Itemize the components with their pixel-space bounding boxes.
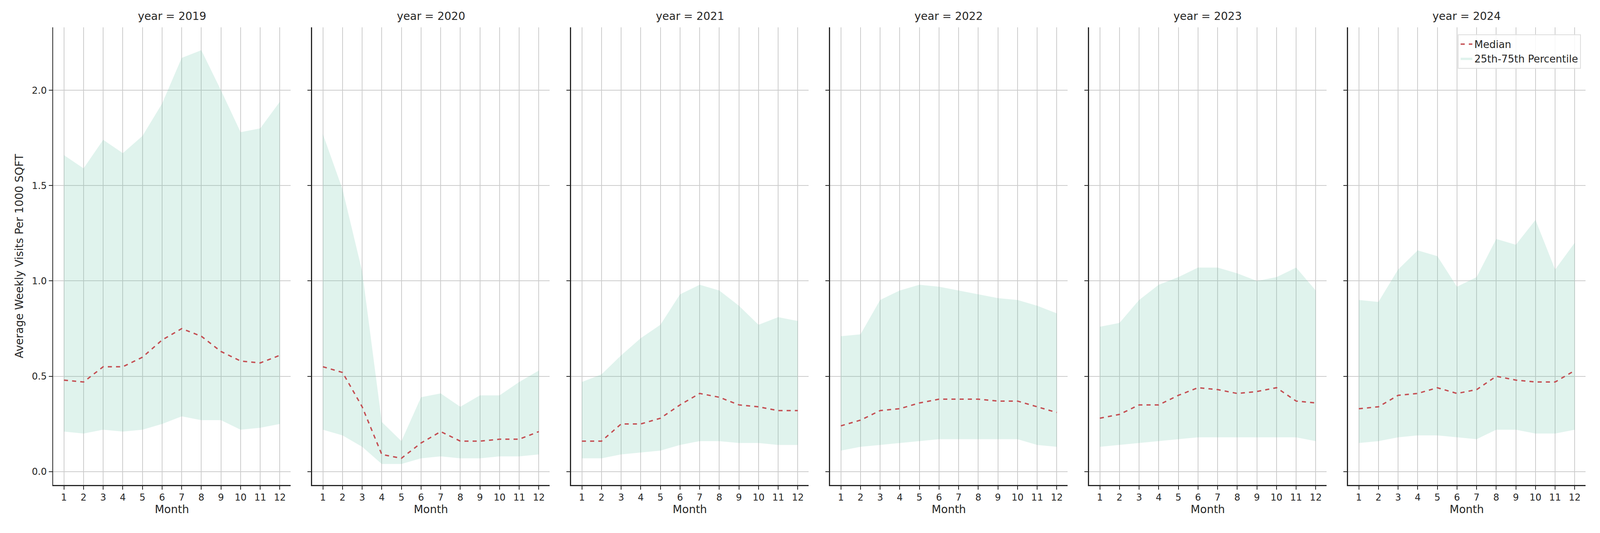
svg-text:2: 2 <box>1116 492 1123 504</box>
svg-text:1: 1 <box>578 492 585 504</box>
svg-text:12: 12 <box>273 492 286 504</box>
svg-text:3: 3 <box>100 492 107 504</box>
svg-text:10: 10 <box>752 492 765 504</box>
svg-text:7: 7 <box>696 492 703 504</box>
svg-text:8: 8 <box>975 492 982 504</box>
svg-text:2: 2 <box>80 492 87 504</box>
svg-text:6: 6 <box>1194 492 1201 504</box>
svg-text:4: 4 <box>1414 492 1421 504</box>
svg-text:5: 5 <box>1175 492 1182 504</box>
svg-text:Month: Month <box>931 503 967 517</box>
svg-text:11: 11 <box>1549 492 1562 504</box>
svg-text:1.5: 1.5 <box>32 180 47 192</box>
svg-text:Month: Month <box>1449 503 1484 517</box>
svg-text:Average Weekly Visits Per 1000: Average Weekly Visits Per 1000 SQFT <box>12 153 26 359</box>
svg-text:Month: Month <box>154 503 190 517</box>
svg-text:9: 9 <box>1253 492 1260 504</box>
svg-text:9: 9 <box>476 492 483 504</box>
svg-text:0.0: 0.0 <box>32 466 47 478</box>
svg-text:8: 8 <box>1493 492 1500 504</box>
svg-text:year = 2021: year = 2021 <box>655 9 725 23</box>
svg-text:11: 11 <box>1290 492 1303 504</box>
svg-text:10: 10 <box>1270 492 1283 504</box>
svg-text:9: 9 <box>217 492 224 504</box>
svg-text:6: 6 <box>676 492 683 504</box>
svg-text:Median: Median <box>1474 38 1512 51</box>
svg-text:1: 1 <box>1096 492 1103 504</box>
svg-text:9: 9 <box>1512 492 1519 504</box>
svg-text:10: 10 <box>1529 492 1542 504</box>
svg-text:25th-75th Percentile: 25th-75th Percentile <box>1474 53 1578 65</box>
svg-text:0.5: 0.5 <box>32 371 47 383</box>
svg-text:3: 3 <box>876 492 883 504</box>
svg-text:7: 7 <box>1214 492 1221 504</box>
svg-text:year = 2022: year = 2022 <box>914 9 983 23</box>
svg-text:7: 7 <box>1473 492 1480 504</box>
svg-text:6: 6 <box>417 492 424 504</box>
svg-text:4: 4 <box>378 492 385 504</box>
svg-text:11: 11 <box>1031 492 1044 504</box>
svg-text:year = 2024: year = 2024 <box>1432 9 1501 23</box>
svg-text:4: 4 <box>637 492 644 504</box>
svg-text:5: 5 <box>139 492 146 504</box>
svg-text:2: 2 <box>1375 492 1382 504</box>
svg-text:12: 12 <box>791 492 804 504</box>
svg-text:5: 5 <box>1434 492 1441 504</box>
svg-text:2: 2 <box>598 492 605 504</box>
svg-text:3: 3 <box>617 492 624 504</box>
svg-text:year = 2023: year = 2023 <box>1173 9 1242 23</box>
svg-text:12: 12 <box>1309 492 1322 504</box>
svg-text:8: 8 <box>716 492 723 504</box>
svg-text:12: 12 <box>1050 492 1063 504</box>
svg-text:12: 12 <box>532 492 545 504</box>
svg-text:Month: Month <box>1190 503 1225 517</box>
svg-text:Month: Month <box>413 503 449 517</box>
svg-text:5: 5 <box>916 492 923 504</box>
svg-text:3: 3 <box>1394 492 1401 504</box>
svg-text:9: 9 <box>735 492 742 504</box>
svg-text:6: 6 <box>158 492 165 504</box>
svg-text:1: 1 <box>1355 492 1362 504</box>
svg-text:1.0: 1.0 <box>32 275 47 287</box>
svg-text:7: 7 <box>955 492 962 504</box>
svg-text:4: 4 <box>119 492 126 504</box>
svg-text:4: 4 <box>896 492 903 504</box>
svg-text:12: 12 <box>1568 492 1581 504</box>
svg-text:9: 9 <box>994 492 1001 504</box>
svg-text:1: 1 <box>319 492 326 504</box>
svg-text:10: 10 <box>234 492 247 504</box>
svg-text:4: 4 <box>1155 492 1162 504</box>
svg-text:8: 8 <box>1234 492 1241 504</box>
svg-text:6: 6 <box>935 492 942 504</box>
svg-text:2: 2 <box>857 492 864 504</box>
svg-text:11: 11 <box>772 492 785 504</box>
svg-text:year = 2020: year = 2020 <box>396 9 466 23</box>
svg-text:10: 10 <box>493 492 506 504</box>
svg-text:year = 2019: year = 2019 <box>137 9 207 23</box>
svg-text:11: 11 <box>254 492 267 504</box>
svg-text:1: 1 <box>60 492 67 504</box>
svg-text:5: 5 <box>657 492 664 504</box>
svg-text:3: 3 <box>358 492 365 504</box>
svg-text:Month: Month <box>672 503 708 517</box>
svg-text:7: 7 <box>178 492 185 504</box>
svg-text:3: 3 <box>1135 492 1142 504</box>
svg-text:2.0: 2.0 <box>32 85 47 97</box>
svg-text:11: 11 <box>513 492 526 504</box>
svg-text:10: 10 <box>1011 492 1024 504</box>
svg-text:1: 1 <box>837 492 844 504</box>
svg-text:8: 8 <box>457 492 464 504</box>
svg-text:7: 7 <box>437 492 444 504</box>
svg-text:8: 8 <box>198 492 205 504</box>
svg-text:5: 5 <box>398 492 405 504</box>
svg-text:2: 2 <box>339 492 346 504</box>
svg-text:6: 6 <box>1453 492 1460 504</box>
